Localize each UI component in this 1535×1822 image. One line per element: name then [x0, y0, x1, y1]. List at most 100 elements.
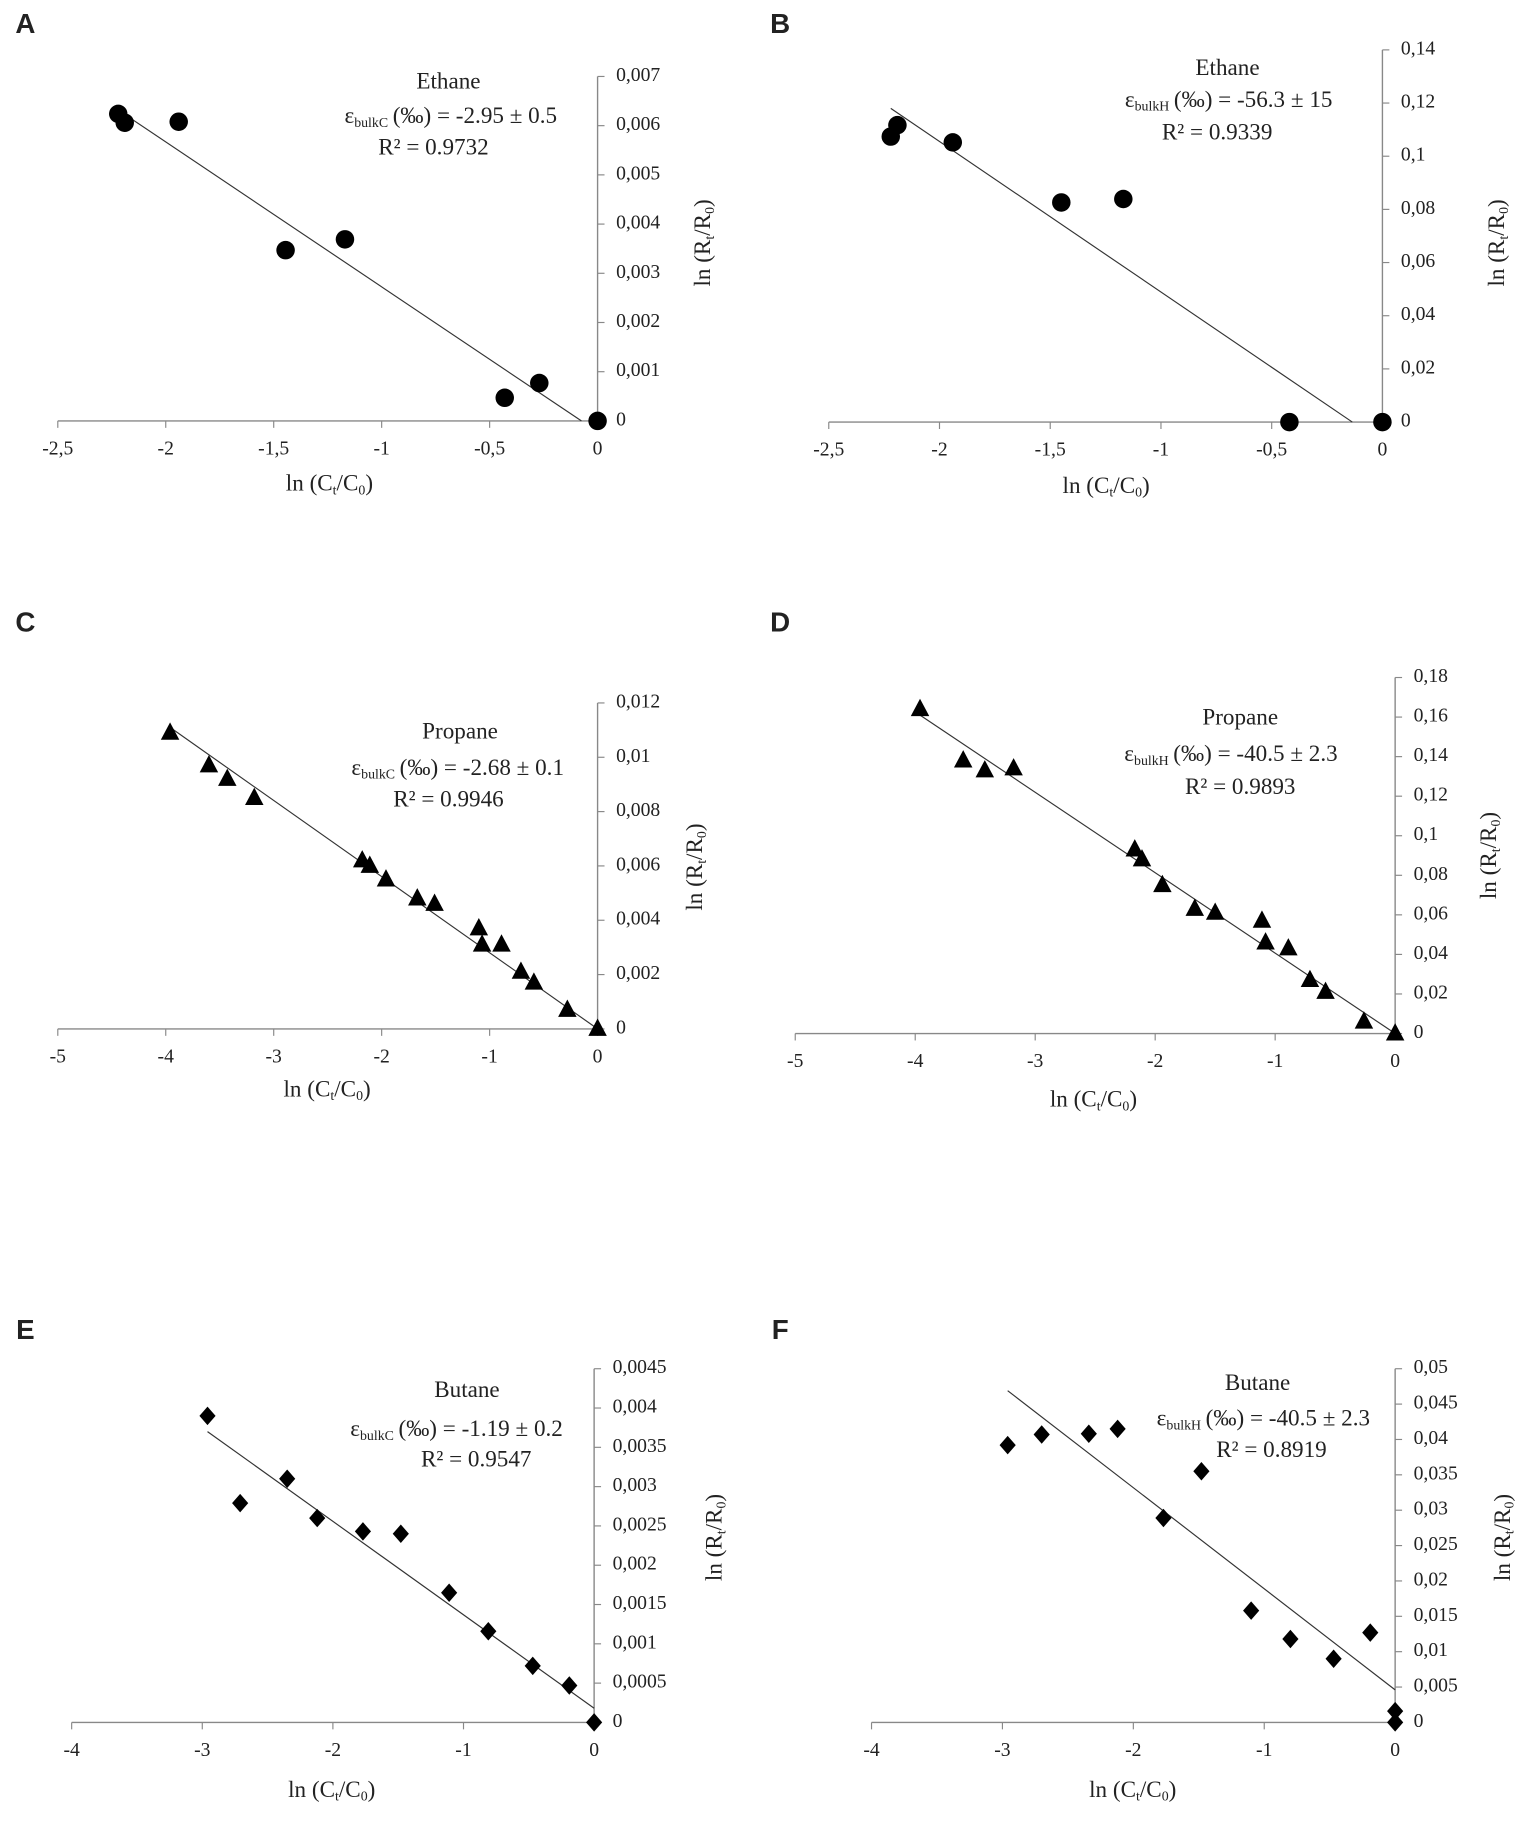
y-axis-label: ln (Rt/R0): [701, 1494, 730, 1581]
x-axis-label-part: /C: [1101, 1086, 1123, 1112]
y-axis-label-part: ): [1489, 1494, 1515, 1502]
x-axis-label-part: 0: [1122, 1100, 1129, 1115]
y-tick-label: 0,04: [1414, 1427, 1449, 1449]
point: [1243, 1601, 1260, 1620]
epsilon-annotation-part: bulkH: [1166, 1419, 1201, 1434]
x-tick-label: -0,5: [474, 437, 505, 459]
epsilon-annotation-part: (‰) = -2.68 ± 0.1: [400, 754, 564, 780]
point: [480, 1622, 497, 1641]
panel-label: D: [770, 607, 790, 638]
epsilon-annotation-part: (‰) = -56.3 ± 15: [1174, 86, 1333, 112]
y-axis-label-part: /R: [1489, 1508, 1515, 1530]
r-squared: R² = 0.8919: [1216, 1436, 1326, 1462]
y-tick-label: 0,02: [1401, 356, 1435, 378]
point: [492, 934, 511, 952]
y-tick-label: 0,0015: [613, 1592, 667, 1614]
y-tick-label: 0,01: [616, 745, 650, 767]
point: [335, 230, 355, 249]
point: [408, 888, 427, 906]
y-tick-label: 0,14: [1414, 744, 1449, 766]
y-axis-label-part: 0: [1497, 207, 1512, 214]
point: [218, 768, 237, 786]
epsilon-annotation-part: bulkH: [1135, 100, 1170, 115]
x-tick-label: 0: [1390, 1050, 1400, 1072]
x-axis-label: ln (Ct/C0): [1050, 1086, 1137, 1115]
y-axis-label-part: ): [689, 199, 715, 207]
point: [953, 750, 973, 768]
point: [558, 999, 577, 1017]
x-axis-label-part: t: [333, 484, 337, 499]
y-tick-label: 0,012: [616, 690, 660, 712]
x-axis-label-part: ): [1169, 1776, 1177, 1802]
chart-title: Ethane: [416, 68, 480, 94]
x-tick-label: 0: [593, 437, 603, 459]
y-tick-label: 0,002: [613, 1553, 657, 1575]
y-tick-label: 0,04: [1414, 942, 1449, 964]
x-axis-label-part: t: [330, 1089, 334, 1104]
y-tick-label: 0,004: [616, 212, 660, 234]
panel-label: B: [770, 8, 790, 39]
x-axis-label-part: t: [1097, 1100, 1101, 1115]
x-axis-label: ln (Ct/C0): [1089, 1776, 1176, 1805]
epsilon-annotation-part: ε: [1157, 1405, 1167, 1431]
point: [1153, 874, 1172, 893]
epsilon-annotation-part: (‰) = -1.19 ± 0.2: [399, 1415, 563, 1441]
x-axis-label: ln (Ct/C0): [1063, 472, 1150, 501]
point: [1282, 1629, 1299, 1649]
point: [392, 1524, 409, 1544]
point: [495, 388, 514, 408]
point: [511, 961, 531, 979]
x-axis-label-part: t: [335, 1790, 339, 1805]
y-tick-label: 0,04: [1401, 303, 1436, 325]
x-tick-label: -2: [1147, 1050, 1163, 1072]
r-squared: R² = 0.9946: [393, 785, 503, 811]
y-tick-label: 0,007: [616, 64, 660, 86]
x-axis-label-part: ): [368, 1776, 376, 1802]
epsilon-annotation: εbulkC (‰) = -2.95 ± 0.5: [344, 102, 557, 131]
y-tick-label: 0: [616, 1016, 626, 1038]
epsilon-annotation: εbulkH (‰) = -40.5 ± 2.3: [1157, 1405, 1370, 1434]
r-squared: R² = 0.9339: [1162, 119, 1272, 145]
x-axis-label-part: ln (C: [1063, 472, 1110, 498]
y-tick-label: 0,005: [616, 162, 660, 184]
x-tick-label: -3: [994, 1739, 1011, 1761]
y-axis-label-part: ): [1483, 199, 1509, 207]
y-axis-label-part: t: [715, 1530, 730, 1534]
y-tick-label: 0: [1401, 410, 1411, 432]
y-axis-label-part: ln (R: [681, 863, 707, 910]
x-tick-label: -3: [266, 1045, 283, 1067]
epsilon-annotation-part: (‰) = -2.95 ± 0.5: [393, 102, 557, 128]
x-axis-label-part: ): [1142, 472, 1150, 498]
point: [1316, 981, 1335, 999]
y-tick-label: 0,18: [1414, 665, 1449, 687]
point: [588, 1018, 607, 1036]
point: [1256, 932, 1275, 950]
y-axis-label-part: t: [695, 860, 710, 864]
trendline: [1007, 1390, 1396, 1691]
r-squared: R² = 0.9547: [421, 1445, 531, 1471]
x-tick-label: -4: [907, 1050, 924, 1072]
y-axis-label-part: ): [681, 823, 707, 831]
point: [1373, 412, 1392, 432]
x-axis-label: ln (Ct/C0): [288, 1776, 375, 1805]
x-tick-label: 0: [593, 1045, 603, 1067]
panel-label: E: [16, 1314, 34, 1345]
epsilon-annotation-part: ε: [1124, 740, 1134, 766]
epsilon-annotation: εbulkH (‰) = -56.3 ± 15: [1125, 86, 1333, 115]
x-tick-label: -4: [63, 1739, 80, 1761]
point: [360, 855, 380, 873]
y-tick-label: 0,006: [616, 113, 660, 135]
y-axis-label-part: t: [703, 236, 718, 240]
y-axis-label-part: ): [701, 1494, 727, 1502]
y-tick-label: 0,06: [1401, 250, 1436, 272]
point: [588, 411, 607, 431]
point: [309, 1508, 326, 1528]
epsilon-annotation-part: bulkC: [360, 1429, 394, 1444]
y-tick-label: 0,01: [1414, 1639, 1448, 1661]
point: [1080, 1424, 1097, 1444]
y-tick-label: 0,08: [1414, 863, 1449, 885]
x-axis-label-part: ln (C: [1050, 1086, 1097, 1112]
y-tick-label: 0,16: [1414, 705, 1449, 727]
point: [245, 787, 264, 805]
point: [1114, 189, 1133, 209]
